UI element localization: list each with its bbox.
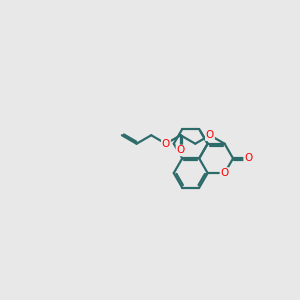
Text: O: O [220,168,229,178]
Text: O: O [162,139,170,149]
Text: O: O [176,146,185,155]
Text: O: O [244,153,252,164]
Text: O: O [206,130,214,140]
